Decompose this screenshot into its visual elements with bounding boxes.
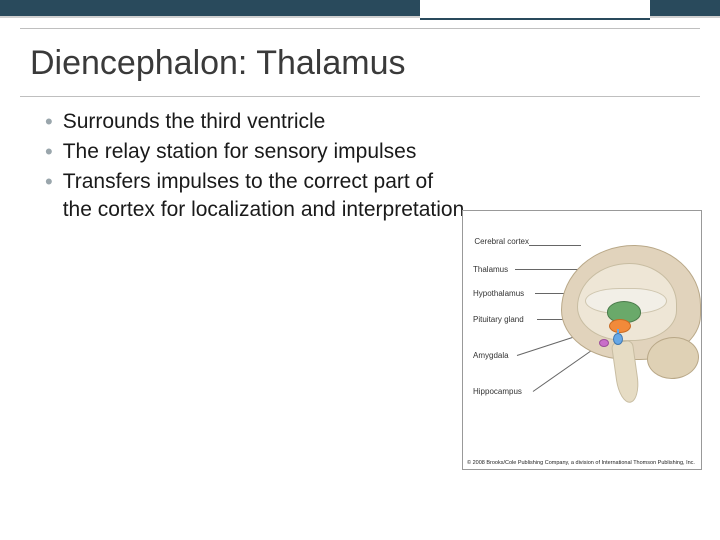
slide-title: Diencephalon: Thalamus [30,44,406,83]
label-hypothalamus: Hypothalamus [473,289,524,298]
label-thalamus: Thalamus [473,265,508,274]
label-amygdala: Amygdala [473,351,509,360]
list-item: • Transfers impulses to the correct part… [45,168,465,224]
brain-illustration [549,241,699,421]
bullet-icon: • [45,168,53,196]
top-accent-bar [0,0,720,18]
pituitary-shape [613,333,623,345]
divider-top [20,28,700,29]
list-item: • The relay station for sensory impulses [45,138,465,166]
hypothalamus-shape [609,319,631,333]
divider-under-title [20,96,700,97]
bullet-list: • Surrounds the third ventricle • The re… [45,108,465,226]
amygdala-shape [599,339,609,347]
bullet-text: The relay station for sensory impulses [63,138,417,166]
cerebellum [647,337,699,379]
bullet-text: Surrounds the third ventricle [63,108,326,136]
label-hippocampus: Hippocampus [473,387,522,396]
brain-figure: Cerebral cortex Thalamus Hypothalamus Pi… [462,210,702,470]
bullet-icon: • [45,138,53,166]
bullet-icon: • [45,108,53,136]
label-cerebral-cortex: Cerebral cortex [473,237,529,246]
figure-copyright: © 2008 Brooks/Cole Publishing Company, a… [467,460,695,466]
list-item: • Surrounds the third ventricle [45,108,465,136]
label-pituitary: Pituitary gland [473,315,524,324]
bullet-text: Transfers impulses to the correct part o… [63,168,465,224]
